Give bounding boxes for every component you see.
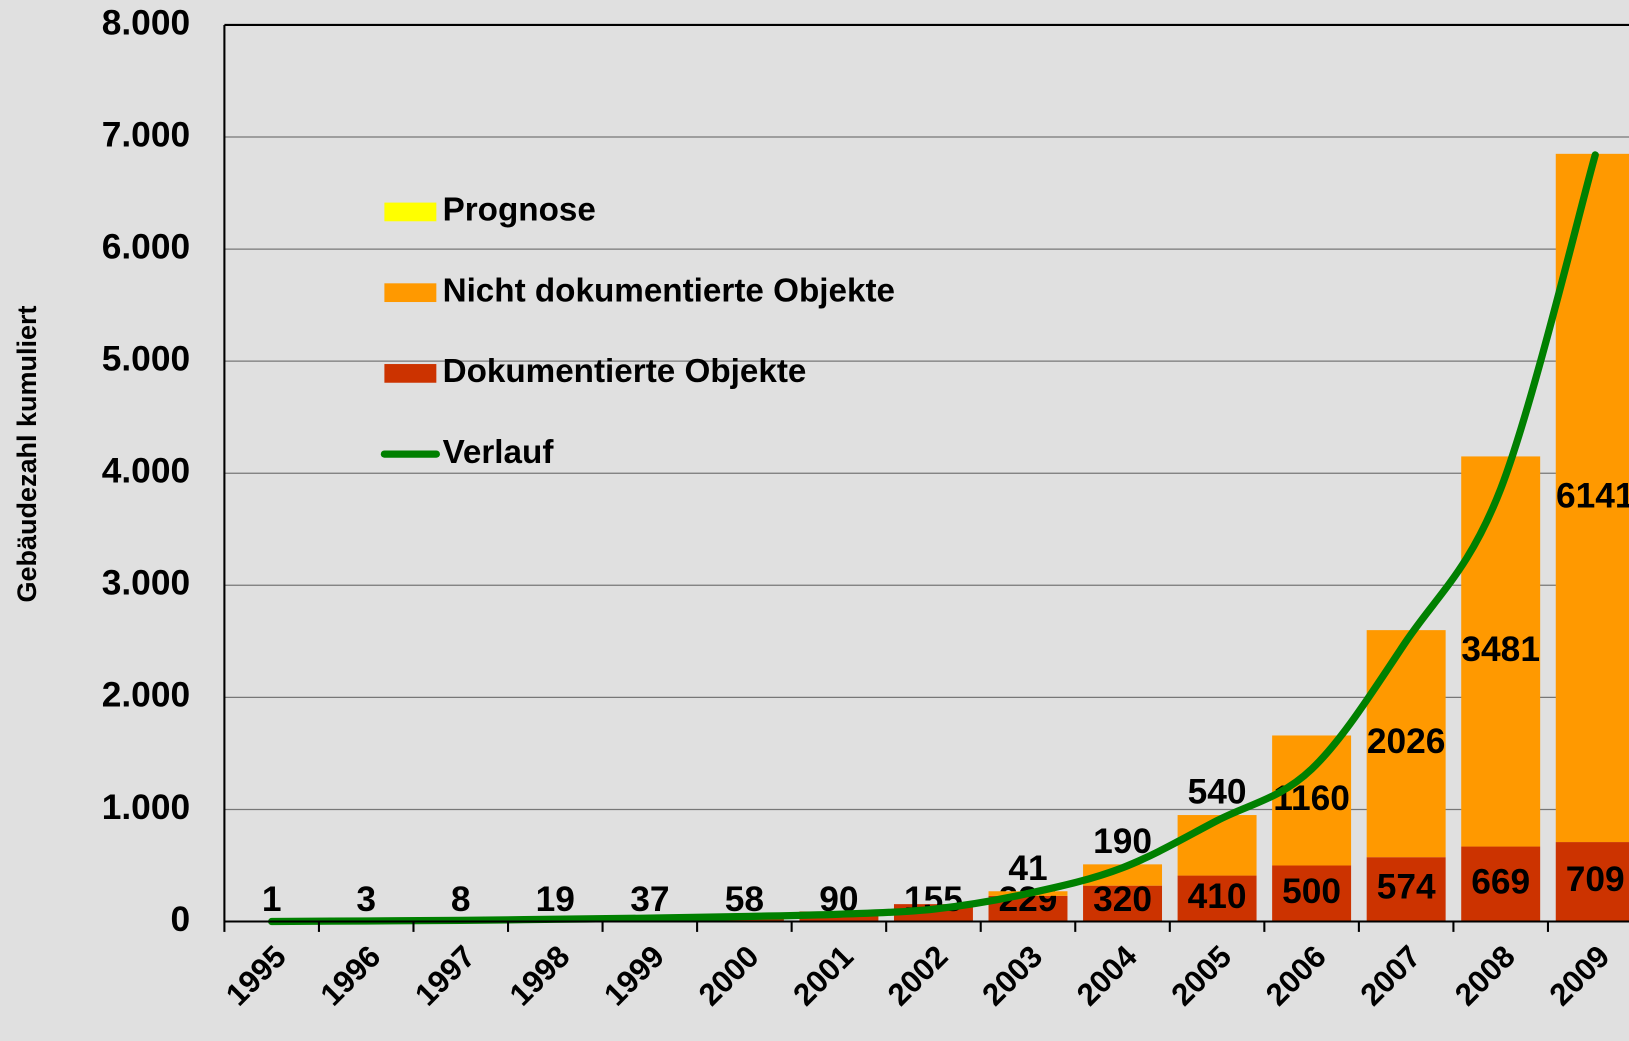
data-label: 410 (1188, 877, 1247, 916)
y-tick-label: 8.000 (102, 3, 190, 42)
data-label: 8 (451, 880, 471, 919)
legend-swatch (384, 283, 437, 303)
legend-swatch (384, 364, 437, 383)
legend-label: Nicht dokumentierte Objekte (443, 272, 895, 309)
bar-segment (1272, 735, 1352, 866)
data-label: 1 (262, 880, 282, 919)
data-label: 3481 (1461, 630, 1540, 669)
legend-label: Dokumentierte Objekte (443, 353, 807, 390)
y-tick-label: 2.000 (102, 676, 190, 715)
y-tick-label: 5.000 (102, 339, 190, 378)
bar-segment (1366, 630, 1446, 858)
data-label: 709 (1566, 860, 1625, 899)
bar-segment (1555, 842, 1629, 922)
bar-segment (1177, 815, 1257, 876)
y-tick-label: 6.000 (102, 227, 190, 266)
bar-segment (1083, 885, 1163, 922)
y-tick-label: 7.000 (102, 115, 190, 154)
data-label: 500 (1282, 872, 1341, 911)
data-label: 3 (356, 880, 376, 919)
data-label: 320 (1093, 880, 1152, 919)
data-label: 41 (1008, 849, 1047, 888)
legend-swatch (384, 202, 437, 222)
data-label: 37 (630, 880, 669, 919)
data-label: 540 (1188, 773, 1247, 812)
y-tick-label: 3.000 (102, 564, 190, 603)
trend-line (268, 151, 1599, 926)
data-label: 19 (536, 880, 575, 919)
legend-label: Prognose (443, 192, 596, 229)
data-label: 669 (1471, 862, 1530, 901)
bar-segment (1272, 865, 1352, 922)
y-axis-label: Gebäudezahl kumuliert (12, 305, 42, 602)
y-tick-label: 1.000 (102, 788, 190, 827)
bar-segment (1461, 456, 1541, 847)
y-tick-label: 0 (170, 900, 190, 939)
data-label: 190 (1093, 822, 1152, 861)
y-tick-label: 4.000 (102, 452, 190, 491)
bar-segment (1461, 846, 1541, 922)
data-label: 1160 (1273, 779, 1350, 818)
data-label: 6141 (1556, 476, 1629, 515)
bar-segment (1083, 864, 1163, 886)
bar-segment (1366, 857, 1446, 922)
legend-label: Verlauf (443, 434, 555, 471)
bar-segment (1177, 875, 1257, 922)
data-label: 2026 (1367, 722, 1446, 761)
data-label: 574 (1377, 868, 1436, 907)
